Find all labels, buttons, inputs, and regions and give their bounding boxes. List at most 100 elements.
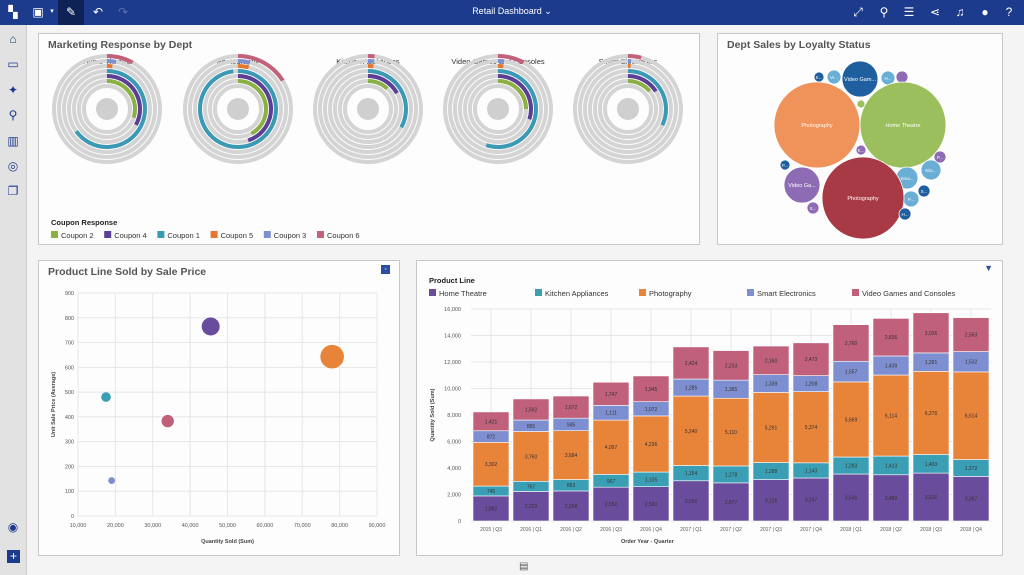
bar-segment: [912, 472, 950, 522]
quantity-sold-panel[interactable]: Product Line Home Theatre Kitchen Applianc…: [416, 260, 1003, 556]
legend-swatch: [263, 231, 271, 238]
bubble: [933, 150, 947, 164]
bubble-label: P...: [937, 155, 943, 160]
x-tick-label: 50,000: [219, 523, 236, 529]
data-label: 1,391: [925, 360, 938, 366]
data-label: 1,413: [885, 463, 898, 469]
data-label: 1,747: [605, 392, 618, 398]
pin-icon[interactable]: ✦: [7, 83, 19, 97]
bar-segment: [472, 495, 510, 522]
donut-center: [96, 98, 118, 120]
bar-segment: [672, 346, 710, 380]
expand-icon[interactable]: ⤢: [853, 5, 863, 19]
x-tick-label: 2017 | Q1: [680, 527, 702, 533]
chart-icon[interactable]: ▥: [7, 134, 19, 148]
bar-segment: [592, 381, 630, 406]
data-label: 2,877: [725, 500, 738, 506]
assistant-icon[interactable]: ◉: [7, 520, 19, 534]
radial-bar-coupon-6: [237, 54, 285, 82]
filter-sliders-icon[interactable]: ☰: [903, 5, 915, 19]
ring-track: [603, 84, 653, 134]
help-icon[interactable]: ?: [1005, 5, 1013, 19]
y-tick-label: 10,000: [444, 387, 461, 393]
bubble-label: Video Gam...: [844, 77, 876, 83]
legend-item: Coupon 6: [327, 231, 360, 240]
ring-track: [82, 84, 132, 134]
x-tick-label: 2018 | Q1: [840, 527, 862, 533]
app-grid-icon[interactable]: ▚: [8, 5, 18, 19]
x-tick-label: 2015 | Q3: [480, 527, 502, 533]
add-icon[interactable]: +: [7, 550, 20, 563]
bar-segment: [512, 491, 550, 522]
ring-track: [213, 84, 263, 134]
ring-track: [343, 84, 393, 134]
donut-center: [357, 98, 379, 120]
y-tick-label: 100: [65, 489, 74, 495]
y-tick-label: 500: [65, 390, 74, 396]
pencil-icon[interactable]: ✎: [58, 0, 84, 25]
radial-bar-coupon-4: [237, 74, 273, 143]
legend-item: Home Theatre: [439, 289, 487, 298]
bar-segment: [512, 431, 550, 482]
bar-segment: [912, 312, 950, 354]
legend-swatch: [51, 231, 58, 238]
x-tick-label: 2016 | Q1: [520, 527, 542, 533]
y-tick-label: 600: [65, 365, 74, 371]
data-label: 3,616: [925, 495, 938, 501]
legend-item: Video Games and Consoles: [862, 289, 956, 298]
bar-segment: [872, 374, 910, 457]
dashboard-title[interactable]: Retail Dashboard ⌄: [0, 6, 1024, 17]
data-label: 1,208: [805, 382, 818, 388]
search-data-icon[interactable]: ⚲: [8, 108, 18, 122]
radial-bar-coupon-1: [198, 69, 278, 149]
data-label: 1,365: [725, 387, 738, 393]
folder-icon[interactable]: ▭: [7, 57, 19, 71]
data-label: 967: [607, 479, 616, 485]
chat-search-icon[interactable]: ◎: [7, 159, 19, 173]
pin-icon[interactable]: ◦: [381, 265, 390, 274]
save-icon[interactable]: ▣: [32, 5, 44, 19]
layers-icon[interactable]: ❐: [7, 184, 19, 198]
bubble: [856, 99, 866, 109]
undo-icon[interactable]: ↶: [92, 5, 104, 19]
bubble-label: K...: [816, 75, 823, 80]
connect-icon[interactable]: ⚲: [879, 5, 889, 19]
bar-segment: [512, 398, 550, 421]
loyalty-bubble-chart: K... Vi... Video Gam... H... Photography Home…: [773, 60, 947, 240]
marketing-response-panel[interactable]: Home Theatre Photography Kitchen Appliance…: [38, 33, 700, 245]
loyalty-status-panel[interactable]: K... Vi... Video Gam... H... Photography Home…: [717, 33, 1003, 245]
data-label: 5,291: [765, 425, 778, 431]
x-tick-label: 2018 | Q4: [960, 527, 982, 533]
x-tick-label: 20,000: [107, 523, 124, 529]
share-icon[interactable]: ⋖: [929, 5, 941, 19]
x-tick-label: 2017 | Q4: [800, 527, 822, 533]
user-icon[interactable]: ●: [981, 5, 989, 19]
data-label: 1,557: [845, 370, 858, 376]
data-label: 2,229: [525, 504, 538, 510]
bubble: [821, 156, 905, 240]
y-tick-label: 14,000: [444, 334, 461, 340]
y-tick-label: 0: [458, 519, 461, 525]
sale-price-panel[interactable]: 10,000 20,000 30,000 40,000 50,000 60,000 70,0…: [38, 260, 400, 556]
sale-price-scatter-chart: 10,000 20,000 30,000 40,000 50,000 60,000 70,0…: [51, 291, 385, 545]
radial-bar-coupon-4: [367, 74, 399, 95]
data-label: 3,760: [525, 454, 538, 460]
y-tick-label: 0: [71, 514, 74, 520]
sidebar: ⌂ ▭ ✦ ⚲ ▥ ◎ ❐ ◉ +: [0, 25, 27, 575]
filter-icon[interactable]: ▼: [984, 263, 993, 273]
legend-item: Smart Electronics: [757, 289, 816, 298]
chevron-down-icon[interactable]: ▾: [50, 8, 54, 15]
table-toggle-icon[interactable]: ▤: [519, 561, 529, 572]
bubble-label: P...: [782, 163, 788, 168]
data-label: 3,026: [925, 331, 938, 337]
bell-icon[interactable]: ♫: [955, 5, 965, 19]
radial-bar-coupon-3: [237, 59, 251, 65]
radial-bar-coupon-3: [106, 59, 117, 64]
radial-bar-coupon-1: [627, 69, 668, 127]
legend-item: Coupon 4: [114, 231, 147, 240]
redo-icon[interactable]: ↷: [117, 5, 129, 19]
legend-item: Coupon 3: [274, 231, 307, 240]
home-icon[interactable]: ⌂: [9, 32, 17, 46]
marketing-response-chart: Home Theatre Photography Kitchen Appliance…: [51, 54, 683, 240]
bubble: [917, 184, 931, 198]
